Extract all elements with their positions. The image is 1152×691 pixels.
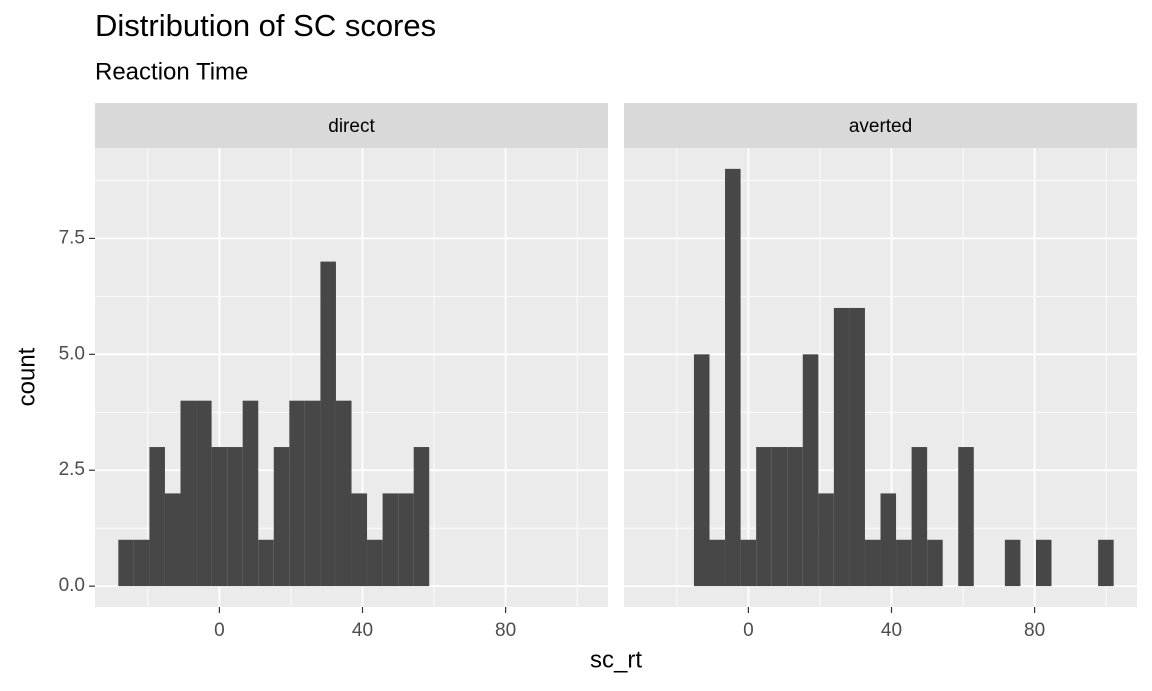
bar <box>787 447 803 587</box>
x-tick-label: 0 <box>743 620 754 641</box>
bar <box>1004 539 1021 587</box>
bar <box>242 400 259 587</box>
bar <box>335 400 352 587</box>
bar <box>211 447 228 587</box>
y-tick-label: 7.5 <box>59 227 85 248</box>
bar <box>849 307 865 587</box>
bar <box>709 539 726 587</box>
bar <box>118 539 134 587</box>
bar <box>164 493 181 587</box>
bar <box>367 539 383 587</box>
bar <box>413 447 430 587</box>
y-tick-label: 5.0 <box>59 343 85 364</box>
bar <box>398 493 414 587</box>
bar <box>304 400 321 587</box>
x-tick-label: 80 <box>495 620 516 641</box>
strip <box>624 103 1137 148</box>
bar <box>771 447 788 587</box>
bar <box>1098 539 1114 587</box>
bar <box>258 539 274 587</box>
bar <box>693 354 710 587</box>
bar <box>802 354 819 587</box>
y-axis-label: count <box>13 347 40 406</box>
bar <box>911 447 928 587</box>
bar <box>289 400 305 587</box>
x-tick-label: 80 <box>1024 620 1045 641</box>
bar <box>896 539 912 587</box>
bar <box>320 261 336 587</box>
strip <box>95 103 608 148</box>
bar <box>1035 539 1052 587</box>
x-tick-label: 0 <box>214 620 225 641</box>
x-tick-label: 40 <box>352 620 373 641</box>
chart-title: Distribution of SC scores <box>95 8 436 43</box>
y-tick-label: 2.5 <box>59 459 85 480</box>
bar <box>864 539 881 587</box>
bar <box>833 307 850 587</box>
bar <box>227 447 243 587</box>
bar <box>927 539 943 587</box>
bar <box>133 539 150 587</box>
chart-subtitle: Reaction Time <box>95 58 248 85</box>
facet-label: averted <box>849 116 912 137</box>
bar <box>149 447 165 587</box>
bar <box>273 447 290 587</box>
bar <box>818 493 834 587</box>
bar <box>756 447 772 587</box>
bar <box>180 400 197 587</box>
bar <box>196 400 212 587</box>
bar <box>958 447 974 587</box>
x-tick-label: 40 <box>881 620 902 641</box>
bar <box>880 493 897 587</box>
bar <box>382 493 399 587</box>
bar <box>740 539 757 587</box>
bar <box>725 168 741 587</box>
y-tick-label: 0.0 <box>59 575 85 596</box>
facet-label: direct <box>328 116 375 137</box>
x-axis-label: sc_rt <box>590 646 642 673</box>
bar <box>351 493 368 587</box>
